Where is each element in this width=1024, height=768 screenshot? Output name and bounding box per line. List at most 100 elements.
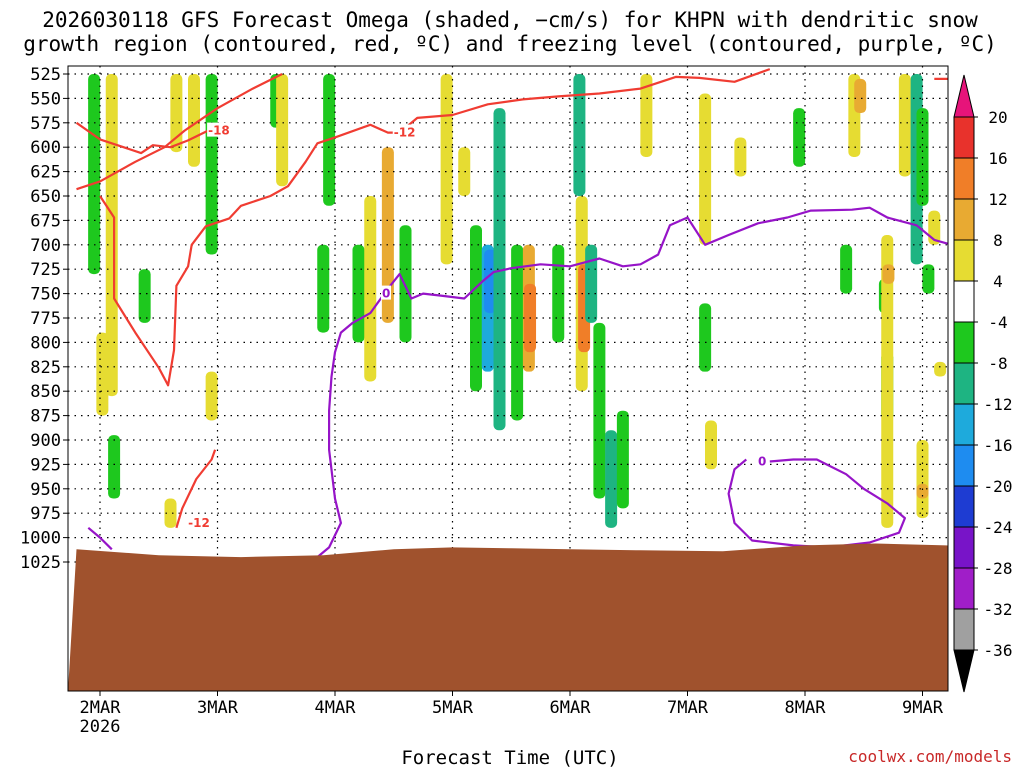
omega-area-20 [470,225,482,392]
y-tick-label-725: 725 [30,260,61,280]
colorbar-bin-11 [953,567,975,610]
colorbar-bin-4 [953,280,975,323]
y-tick-label-950: 950 [30,480,61,500]
credit-link[interactable]: coolwx.com/models [848,747,1012,766]
x-tick-label-3MAR: 3MAR [197,698,239,718]
omega-area-16 [381,147,394,323]
y-tick-label-1025: 1025 [20,553,61,573]
omega-area-31 [585,244,598,323]
dendritic-contour-2 [175,449,217,529]
plot-area: -18 -12 -12 0 0 [67,65,949,692]
dendritic-contour-1 [99,68,771,387]
y-tick-label-600: 600 [30,138,61,158]
chart-title-line2: growth region (contoured, red, ºC) and f… [23,32,997,56]
dendritic-contour-3 [76,73,283,191]
freezing-contour-0 [310,206,948,563]
omega-area-6 [170,74,183,153]
colorbar-tick-label-0: 20 [988,108,1007,127]
omega-area-50 [916,108,929,206]
x-tick-label-4MAR: 4MAR [315,698,357,718]
y-tick-label-900: 900 [30,431,61,451]
omega-area-22 [484,249,497,314]
omega-area-33 [605,430,618,528]
omega-area-55 [934,361,947,377]
colorbar-bin-6 [953,362,975,405]
omega-area-5 [164,498,177,528]
colorbar-bin-8 [953,444,975,487]
y-tick-label-625: 625 [30,163,61,183]
omega-area-7 [188,74,200,167]
x-tick-label-2MAR: 2MAR [80,698,122,718]
colorbar-tick-label-13: -36 [984,641,1013,660]
dendritic-label-bg-1 [392,124,419,139]
x-axis-label: Forecast Time (UTC) [401,747,618,768]
omega-area-46 [881,235,894,528]
y-tick-label-775: 775 [30,309,61,329]
colorbar-bin-0 [953,116,975,159]
omega-area-47 [882,264,895,284]
y-tick-label-850: 850 [30,382,61,402]
dendritic-contour-0 [75,121,209,155]
omega-area-38 [705,420,717,470]
omega-area-15 [364,196,377,382]
colorbar-bin-9 [953,485,975,528]
y-tick-label-650: 650 [30,187,61,207]
freezing-label-bg-1 [757,453,767,468]
colorbar-tick-label-7: -12 [984,395,1013,414]
x-tick-sublabel-2MAR: 2026 [80,717,121,737]
freezing-label-0: 0 [382,287,390,301]
colorbar-tick-label-10: -24 [984,518,1013,537]
y-tick-label-750: 750 [30,285,61,305]
omega-area-32 [593,322,606,499]
omega-area-35 [640,74,653,157]
omega-area-40 [793,108,806,167]
x-tick-label-5MAR: 5MAR [432,698,474,718]
omega-area-9 [205,74,218,255]
colorbar-tick-label-2: 12 [988,190,1007,209]
omega-area-3 [108,435,121,499]
plot-frame [67,65,949,692]
y-tick-label-925: 925 [30,455,61,475]
x-tick-label-6MAR: 6MAR [550,698,592,718]
dendritic-label-bg-2 [187,514,214,529]
omega-area-43 [854,78,867,114]
y-axis: 525 550 575 600 625 650 675 700 725 750 775 800 825 8… [20,65,68,573]
y-tick-label-1000: 1000 [20,529,61,549]
y-tick-label-675: 675 [30,211,61,231]
colorbar: 20 16 12 8 4 -4 -8 -12 -16 -20 -24 -28 -32 -36 [953,74,1013,693]
freezing-label-bg-0 [381,285,391,300]
ground-terrain [68,543,948,691]
omega-area-27 [552,244,565,343]
colorbar-tick-label-6: -8 [988,354,1007,373]
colorbar-tick-label-4: 4 [993,272,1003,291]
y-tick-label-800: 800 [30,333,61,353]
colorbar-tick-label-9: -20 [984,477,1013,496]
omega-area-4 [138,269,151,323]
y-tick-label-875: 875 [30,407,61,427]
colorbar-bin-7 [953,403,975,446]
x-tick-label-8MAR: 8MAR [785,698,827,718]
omega-area-23 [493,108,506,431]
y-tick-label-700: 700 [30,236,61,256]
x-tick-label-9MAR: 9MAR [902,698,944,718]
omega-area-19 [458,147,471,196]
colorbar-top-arrow [953,74,975,118]
omega-area-28 [573,74,586,196]
omega-area-48 [898,74,911,177]
omega-area-41 [840,244,853,294]
omega-area-8 [205,371,218,421]
y-tick-label-825: 825 [30,358,61,378]
colorbar-bin-1 [953,157,975,200]
omega-area-11 [276,74,289,187]
omega-area-37 [699,303,712,372]
omega-area-54 [916,483,929,499]
freezing-label-1: 0 [758,454,766,468]
dendritic-label-0: -18 [208,124,230,138]
y-tick-label-525: 525 [30,65,61,85]
y-tick-label-975: 975 [30,504,61,524]
omega-area-12 [317,244,330,333]
omega-area-1 [105,74,118,397]
freezing-contour-1 [727,458,907,549]
y-tick-label-575: 575 [30,114,61,134]
